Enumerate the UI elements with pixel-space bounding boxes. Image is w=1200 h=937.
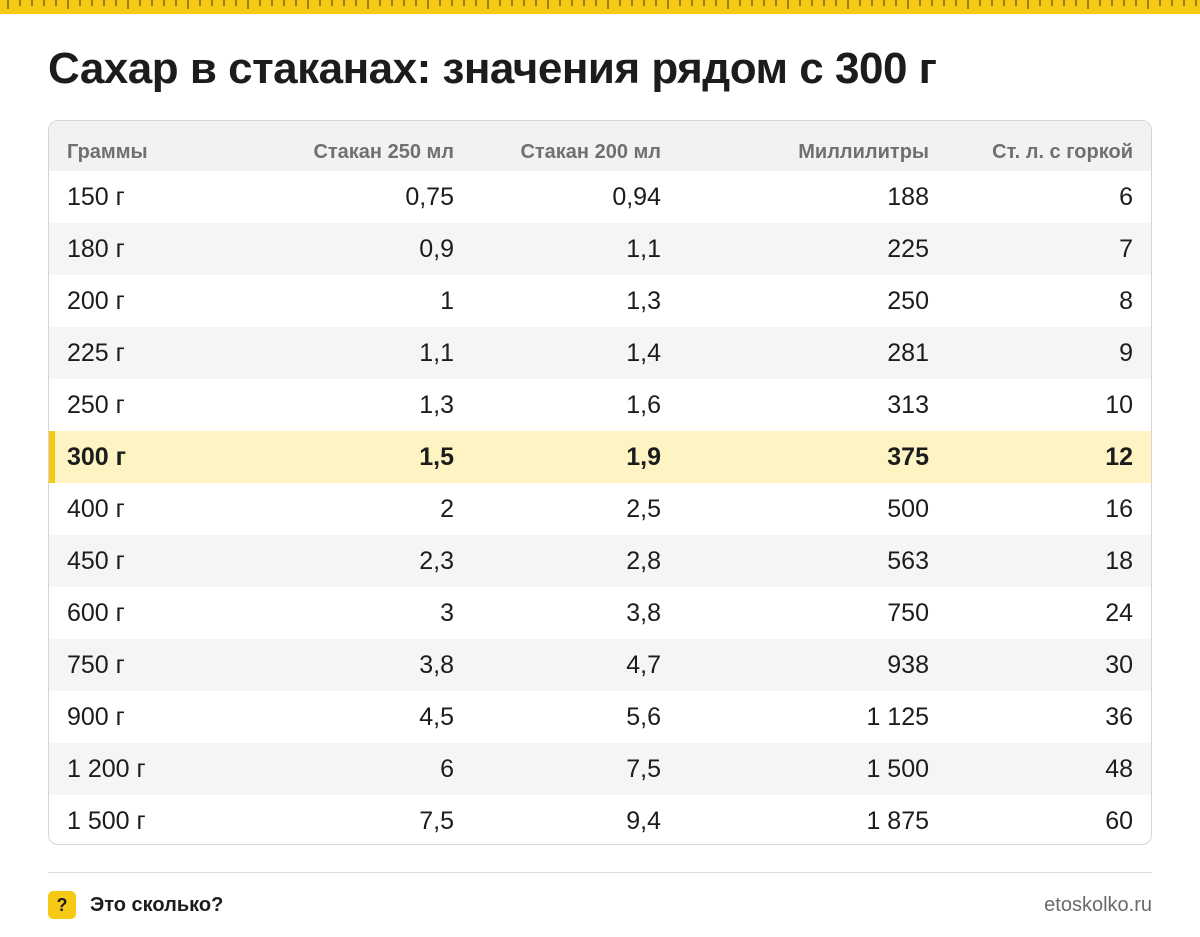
- cell-tablespoons: 36: [1105, 703, 1133, 731]
- table-header: Граммы Стакан 250 мл Стакан 200 мл Милли…: [49, 121, 1151, 171]
- cell-milliliters: 375: [887, 443, 929, 471]
- cell-grams: 450 г: [67, 547, 125, 575]
- cell-grams: 180 г: [67, 235, 125, 263]
- cell-cup-200: 7,5: [626, 755, 661, 783]
- cell-cup-200: 9,4: [626, 807, 661, 835]
- cell-cup-200: 2,8: [626, 547, 661, 575]
- cell-cup-250: 0,75: [405, 183, 454, 211]
- cell-milliliters: 225: [887, 235, 929, 263]
- cell-cup-250: 3,8: [419, 651, 454, 679]
- table-row: 200 г 1 1,3 250 8: [49, 275, 1151, 327]
- ruler-ticks: [7, 0, 1197, 9]
- cell-milliliters: 563: [887, 547, 929, 575]
- column-header-cup-250: Стакан 250 мл: [313, 141, 454, 163]
- cell-cup-200: 2,5: [626, 495, 661, 523]
- page-title: Сахар в стаканах: значения рядом с 300 г: [48, 44, 937, 93]
- footer-divider: [48, 872, 1152, 873]
- cell-tablespoons: 18: [1105, 547, 1133, 575]
- cell-cup-250: 6: [440, 755, 454, 783]
- cell-cup-200: 0,94: [612, 183, 661, 211]
- table-row: 180 г 0,9 1,1 225 7: [49, 223, 1151, 275]
- cell-milliliters: 281: [887, 339, 929, 367]
- cell-cup-250: 1,5: [419, 443, 454, 471]
- cell-cup-200: 1,1: [626, 235, 661, 263]
- table-row: 225 г 1,1 1,4 281 9: [49, 327, 1151, 379]
- table-row: 150 г 0,75 0,94 188 6: [49, 171, 1151, 223]
- cell-tablespoons: 60: [1105, 807, 1133, 835]
- cell-tablespoons: 24: [1105, 599, 1133, 627]
- question-icon: ?: [48, 891, 76, 919]
- cell-cup-250: 2,3: [419, 547, 454, 575]
- cell-milliliters: 313: [887, 391, 929, 419]
- cell-tablespoons: 30: [1105, 651, 1133, 679]
- cell-milliliters: 1 875: [866, 807, 929, 835]
- table-row: 450 г 2,3 2,8 563 18: [49, 535, 1151, 587]
- cell-milliliters: 188: [887, 183, 929, 211]
- cell-cup-200: 1,4: [626, 339, 661, 367]
- cell-cup-250: 7,5: [419, 807, 454, 835]
- cell-grams: 600 г: [67, 599, 125, 627]
- cell-tablespoons: 6: [1119, 183, 1133, 211]
- cell-tablespoons: 16: [1105, 495, 1133, 523]
- brand-name: Это сколько?: [90, 893, 224, 916]
- cell-tablespoons: 8: [1119, 287, 1133, 315]
- cell-milliliters: 750: [887, 599, 929, 627]
- table-row: 750 г 3,8 4,7 938 30: [49, 639, 1151, 691]
- cell-cup-200: 3,8: [626, 599, 661, 627]
- table-row: 1 200 г 6 7,5 1 500 48: [49, 743, 1151, 795]
- cell-cup-250: 1,1: [419, 339, 454, 367]
- table-row: 1 500 г 7,5 9,4 1 875 60: [49, 795, 1151, 844]
- table-row-highlighted: 300 г 1,5 1,9 375 12: [49, 431, 1151, 483]
- table-row: 900 г 4,5 5,6 1 125 36: [49, 691, 1151, 743]
- cell-tablespoons: 12: [1105, 443, 1133, 471]
- table-row: 600 г 3 3,8 750 24: [49, 587, 1151, 639]
- cell-cup-200: 1,3: [626, 287, 661, 315]
- cell-grams: 150 г: [67, 183, 125, 211]
- column-header-grams: Граммы: [67, 141, 148, 163]
- cell-grams: 900 г: [67, 703, 125, 731]
- cell-cup-200: 1,9: [626, 443, 661, 471]
- cell-tablespoons: 7: [1119, 235, 1133, 263]
- cell-grams: 300 г: [67, 443, 127, 471]
- cell-cup-200: 5,6: [626, 703, 661, 731]
- cell-milliliters: 1 500: [866, 755, 929, 783]
- cell-milliliters: 938: [887, 651, 929, 679]
- column-header-tablespoons: Ст. л. с горкой: [992, 141, 1133, 163]
- cell-cup-250: 2: [440, 495, 454, 523]
- cell-grams: 200 г: [67, 287, 125, 315]
- cell-milliliters: 1 125: [866, 703, 929, 731]
- cell-cup-250: 1,3: [419, 391, 454, 419]
- highlight-bar: [49, 431, 55, 483]
- cell-cup-250: 0,9: [419, 235, 454, 263]
- cell-cup-200: 4,7: [626, 651, 661, 679]
- column-header-cup-200: Стакан 200 мл: [520, 141, 661, 163]
- cell-tablespoons: 10: [1105, 391, 1133, 419]
- cell-grams: 1 200 г: [67, 755, 146, 783]
- table-row: 250 г 1,3 1,6 313 10: [49, 379, 1151, 431]
- cell-cup-200: 1,6: [626, 391, 661, 419]
- cell-milliliters: 250: [887, 287, 929, 315]
- cell-cup-250: 3: [440, 599, 454, 627]
- brand[interactable]: ? Это сколько?: [48, 890, 223, 920]
- cell-tablespoons: 9: [1119, 339, 1133, 367]
- cell-grams: 250 г: [67, 391, 125, 419]
- cell-cup-250: 1: [440, 287, 454, 315]
- cell-grams: 750 г: [67, 651, 125, 679]
- cell-milliliters: 500: [887, 495, 929, 523]
- cell-grams: 400 г: [67, 495, 125, 523]
- ruler-stripe: [0, 0, 1200, 14]
- table-row: 400 г 2 2,5 500 16: [49, 483, 1151, 535]
- cell-cup-250: 4,5: [419, 703, 454, 731]
- table-body: 150 г 0,75 0,94 188 6 180 г 0,9 1,1 225 7 200 г 1 1,…: [49, 171, 1151, 844]
- column-header-milliliters: Миллилитры: [798, 141, 929, 163]
- cell-grams: 225 г: [67, 339, 125, 367]
- conversion-table: Граммы Стакан 250 мл Стакан 200 мл Милли…: [48, 120, 1152, 845]
- cell-tablespoons: 48: [1105, 755, 1133, 783]
- site-link[interactable]: etoskolko.ru: [1044, 894, 1152, 916]
- cell-grams: 1 500 г: [67, 807, 146, 835]
